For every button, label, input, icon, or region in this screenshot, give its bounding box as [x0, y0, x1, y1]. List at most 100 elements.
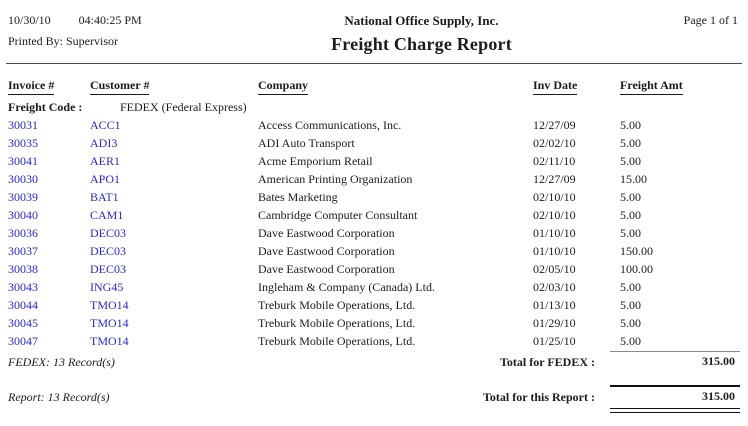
- table-row: 30045 TMO14 Treburk Mobile Operations, Ltd…: [8, 313, 740, 331]
- cell-invoice-date: 02/10/10: [533, 190, 576, 204]
- cell-invoice-date: 01/10/10: [533, 226, 576, 240]
- cell-freight-amount: 5.00: [620, 208, 641, 222]
- col-invoice: Invoice #: [8, 78, 55, 95]
- table-row: 30036 DEC03 Dave Eastwood Corporation 01/10…: [8, 223, 740, 241]
- col-freight-amt: Freight Amt: [620, 78, 683, 95]
- cell-company-name: Dave Eastwood Corporation: [258, 244, 395, 258]
- cell-invoice-number[interactable]: 30040: [8, 208, 38, 222]
- freight-table: Invoice # Customer # Company Inv Date Fr…: [8, 75, 740, 349]
- table-row: 30039 BAT1 Bates Marketing 02/10/10 5.00: [8, 187, 740, 205]
- cell-company-name: Treburk Mobile Operations, Ltd.: [258, 334, 416, 348]
- cell-customer-number[interactable]: BAT1: [90, 190, 119, 204]
- cell-freight-amount: 15.00: [620, 172, 647, 186]
- table-row: 30035 ADI3 ADI Auto Transport 02/02/10 5.00: [8, 133, 740, 151]
- cell-invoice-number[interactable]: 30036: [8, 226, 38, 240]
- group-total-label: Total for FEDEX :: [499, 355, 595, 369]
- freight-code-value: FEDEX (Federal Express): [120, 100, 247, 114]
- group-total-row: FEDEX: 13 Record(s) Total for FEDEX : 31…: [8, 351, 740, 370]
- cell-freight-amount: 5.00: [620, 154, 641, 168]
- cell-freight-amount: 5.00: [620, 334, 641, 348]
- cell-freight-amount: 5.00: [620, 190, 641, 204]
- cell-invoice-number[interactable]: 30047: [8, 334, 38, 348]
- group-total-amount: 315.00: [610, 351, 740, 370]
- cell-customer-number[interactable]: APO1: [90, 172, 121, 186]
- print-date: 10/30/10: [8, 13, 51, 27]
- table-row: 30040 CAM1 Cambridge Computer Consultant 02…: [8, 205, 740, 223]
- cell-invoice-date: 02/03/10: [533, 280, 576, 294]
- cell-customer-number[interactable]: TMO14: [90, 298, 129, 312]
- cell-company-name: Access Communications, Inc.: [258, 118, 402, 132]
- cell-invoice-date: 02/05/10: [533, 262, 576, 276]
- cell-company-name: Dave Eastwood Corporation: [258, 226, 395, 240]
- report-total-row: Report: 13 Record(s) Total for this Repo…: [8, 385, 740, 405]
- cell-company-name: ADI Auto Transport: [258, 136, 355, 150]
- report-total-double-underline: [610, 408, 740, 413]
- company-name: National Office Supply, Inc.: [344, 13, 499, 28]
- freight-code-label: Freight Code :: [8, 100, 83, 114]
- cell-invoice-date: 01/29/10: [533, 316, 576, 330]
- cell-freight-amount: 150.00: [620, 244, 653, 258]
- col-inv-date: Inv Date: [533, 78, 578, 95]
- cell-company-name: Dave Eastwood Corporation: [258, 262, 395, 276]
- table-row: 30031 ACC1 Access Communications, Inc. 12/2…: [8, 115, 740, 133]
- cell-company-name: Acme Emporium Retail: [258, 154, 373, 168]
- cell-invoice-number[interactable]: 30045: [8, 316, 38, 330]
- header-divider: [6, 63, 742, 64]
- cell-customer-number[interactable]: TMO14: [90, 334, 129, 348]
- table-row: 30038 DEC03 Dave Eastwood Corporation 02/05…: [8, 259, 740, 277]
- table-row: 30044 TMO14 Treburk Mobile Operations, Ltd…: [8, 295, 740, 313]
- cell-invoice-number[interactable]: 30043: [8, 280, 38, 294]
- group-record-count: FEDEX: 13 Record(s): [8, 355, 115, 369]
- cell-invoice-number[interactable]: 30039: [8, 190, 38, 204]
- table-body: 30031 ACC1 Access Communications, Inc. 12/2…: [8, 115, 740, 349]
- cell-invoice-date: 02/10/10: [533, 208, 576, 222]
- cell-customer-number[interactable]: DEC03: [90, 226, 126, 240]
- report-header: 10/30/10 04:40:25 PM Printed By: Supervis…: [8, 13, 740, 55]
- cell-customer-number[interactable]: DEC03: [90, 262, 126, 276]
- cell-invoice-date: 01/10/10: [533, 244, 576, 258]
- cell-customer-number[interactable]: ACC1: [90, 118, 121, 132]
- header-left: 10/30/10 04:40:25 PM Printed By: Supervis…: [8, 13, 223, 49]
- col-company: Company: [258, 78, 309, 95]
- cell-invoice-number[interactable]: 30037: [8, 244, 38, 258]
- table-row: 30047 TMO14 Treburk Mobile Operations, Ltd…: [8, 331, 740, 349]
- cell-invoice-date: 12/27/09: [533, 118, 576, 132]
- cell-customer-number[interactable]: TMO14: [90, 316, 129, 330]
- cell-invoice-date: 12/27/09: [533, 172, 576, 186]
- cell-invoice-number[interactable]: 30035: [8, 136, 38, 150]
- print-datetime: 10/30/10 04:40:25 PM: [8, 13, 223, 28]
- cell-company-name: American Printing Organization: [258, 172, 413, 186]
- cell-invoice-number[interactable]: 30041: [8, 154, 38, 168]
- report-title: Freight Charge Report: [331, 34, 512, 54]
- group-header-row: Freight Code : FEDEX (Federal Express): [8, 95, 740, 115]
- cell-customer-number[interactable]: CAM1: [90, 208, 124, 222]
- report-record-count: Report: 13 Record(s): [8, 390, 110, 404]
- printed-by: Printed By: Supervisor: [8, 34, 118, 48]
- cell-freight-amount: 5.00: [620, 118, 641, 132]
- cell-invoice-date: 02/11/10: [533, 154, 576, 168]
- cell-customer-number[interactable]: AER1: [90, 154, 120, 168]
- cell-freight-amount: 5.00: [620, 298, 641, 312]
- cell-freight-amount: 5.00: [620, 226, 641, 240]
- table-row: 30043 ING45 Ingleham & Company (Canada) Lt…: [8, 277, 740, 295]
- page-number: Page 1 of 1: [683, 13, 738, 27]
- print-time: 04:40:25 PM: [78, 13, 142, 27]
- cell-customer-number[interactable]: DEC03: [90, 244, 126, 258]
- cell-invoice-number[interactable]: 30031: [8, 118, 38, 132]
- cell-invoice-number[interactable]: 30038: [8, 262, 38, 276]
- report-total-label: Total for this Report :: [483, 390, 595, 404]
- cell-freight-amount: 5.00: [620, 136, 641, 150]
- cell-invoice-number[interactable]: 30030: [8, 172, 38, 186]
- cell-customer-number[interactable]: ING45: [90, 280, 124, 294]
- table-row: 30037 DEC03 Dave Eastwood Corporation 01/10…: [8, 241, 740, 259]
- cell-company-name: Bates Marketing: [258, 190, 338, 204]
- cell-customer-number[interactable]: ADI3: [90, 136, 118, 150]
- col-customer: Customer #: [90, 78, 150, 95]
- column-header-row: Invoice # Customer # Company Inv Date Fr…: [8, 75, 740, 95]
- cell-invoice-number[interactable]: 30044: [8, 298, 38, 312]
- cell-freight-amount: 100.00: [620, 262, 653, 276]
- cell-freight-amount: 5.00: [620, 280, 641, 294]
- table-row: 30041 AER1 Acme Emporium Retail 02/11/10 5.0…: [8, 151, 740, 169]
- cell-invoice-date: 01/25/10: [533, 334, 576, 348]
